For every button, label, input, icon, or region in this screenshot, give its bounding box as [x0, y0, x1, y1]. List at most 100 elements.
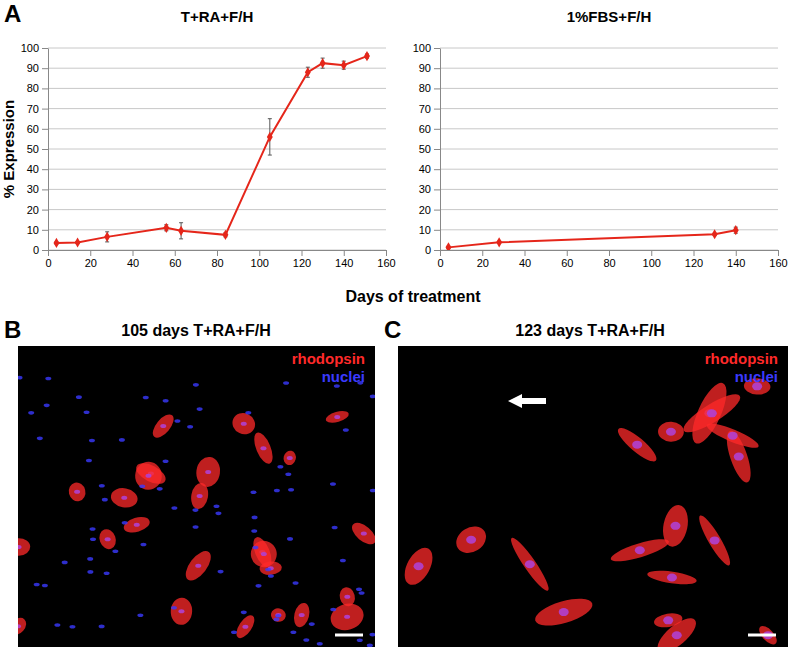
scale-bar [748, 634, 776, 637]
chart-title: T+RA+F/H [181, 8, 254, 25]
tick-label: 140 [335, 257, 353, 269]
nucleus [356, 587, 362, 591]
tick: 20 [27, 204, 48, 216]
tick: 20 [477, 250, 489, 269]
x-axis: 020406080100120140160 [45, 250, 395, 269]
nucleus [285, 472, 291, 476]
tick: 80 [27, 82, 48, 94]
nucleus [710, 536, 720, 544]
nucleus [157, 487, 163, 491]
tick-label: 160 [769, 257, 787, 269]
marker [305, 67, 311, 77]
nucleus [260, 446, 266, 450]
cell [135, 461, 163, 490]
nucleus [89, 439, 95, 443]
grid-line [440, 189, 778, 190]
tick: 140 [727, 250, 745, 269]
nucleus [119, 438, 125, 442]
tick-mark [434, 169, 440, 170]
tick-label: 140 [727, 257, 745, 269]
tick-mark [434, 48, 440, 49]
tick-mark [736, 250, 737, 256]
nucleus [90, 538, 96, 542]
cell [229, 409, 259, 437]
marker [446, 242, 452, 250]
tick: 10 [419, 224, 440, 236]
marker [223, 230, 229, 240]
nucleus [466, 536, 476, 544]
nucleus [317, 642, 323, 646]
tick-label: 80 [603, 257, 615, 269]
nucleus [245, 411, 251, 415]
grid-line [48, 48, 386, 49]
tick-label: 0 [437, 257, 443, 269]
nucleus [87, 570, 93, 574]
grid-line [48, 189, 386, 190]
nucleus [69, 625, 75, 629]
tick-mark [90, 250, 91, 256]
tick-mark [434, 230, 440, 231]
nucleus [193, 525, 199, 529]
plot-area [54, 51, 370, 248]
error-cap [179, 238, 183, 239]
tick-label: 30 [27, 183, 39, 195]
tick-mark [651, 250, 652, 256]
tick-mark [434, 109, 440, 110]
nucleus [369, 633, 375, 637]
tick: 100 [643, 250, 661, 269]
cell [170, 597, 193, 625]
cell [652, 613, 701, 647]
tick: 80 [211, 250, 223, 269]
cell [695, 513, 734, 569]
nucleus [44, 404, 50, 408]
nucleus [303, 638, 309, 642]
tick-mark [434, 149, 440, 150]
nucleus [734, 453, 744, 461]
chart-title: 1%FBS+F/H [567, 8, 652, 25]
grid-line [48, 209, 386, 210]
nucleus [90, 527, 96, 531]
nucleus [367, 644, 373, 647]
grid-line [48, 229, 386, 230]
nucleus [707, 409, 717, 417]
image-panel: B105 days T+RA+F/Hrhodopsinnuclei [4, 316, 379, 647]
nucleus [122, 521, 128, 525]
nucleus [195, 564, 201, 568]
nucleus [34, 583, 40, 587]
nucleus [344, 595, 350, 599]
tick: 40 [27, 163, 48, 175]
grid-line [440, 88, 778, 89]
nucleus [287, 456, 293, 460]
nucleus [84, 410, 90, 414]
tick-mark [133, 250, 134, 256]
cell [109, 486, 139, 510]
cell [324, 409, 350, 425]
cell [270, 607, 287, 623]
cell [67, 481, 88, 503]
tick: 0 [437, 250, 443, 269]
cell [250, 430, 276, 466]
cell [233, 612, 258, 641]
nucleus [112, 549, 118, 553]
nucleus [104, 571, 110, 575]
cell [248, 538, 280, 571]
nucleus [171, 606, 177, 610]
tick-label: 160 [377, 257, 395, 269]
nucleus [252, 516, 258, 520]
cell [704, 419, 760, 452]
nucleus [330, 482, 336, 486]
tick-label: 10 [419, 224, 431, 236]
cells [18, 376, 375, 647]
tick-label: 90 [27, 62, 39, 74]
y-axis: 0102030405060708090100 [21, 42, 49, 256]
grid-line [48, 128, 386, 129]
nucleus [102, 498, 108, 502]
tick-mark [259, 250, 260, 256]
tick-label: 30 [419, 183, 431, 195]
tick-mark [609, 250, 610, 256]
tick: 50 [27, 143, 48, 155]
nucleus [137, 613, 143, 617]
nucleus [288, 488, 294, 492]
tick-mark [434, 68, 440, 69]
cell [658, 421, 685, 442]
